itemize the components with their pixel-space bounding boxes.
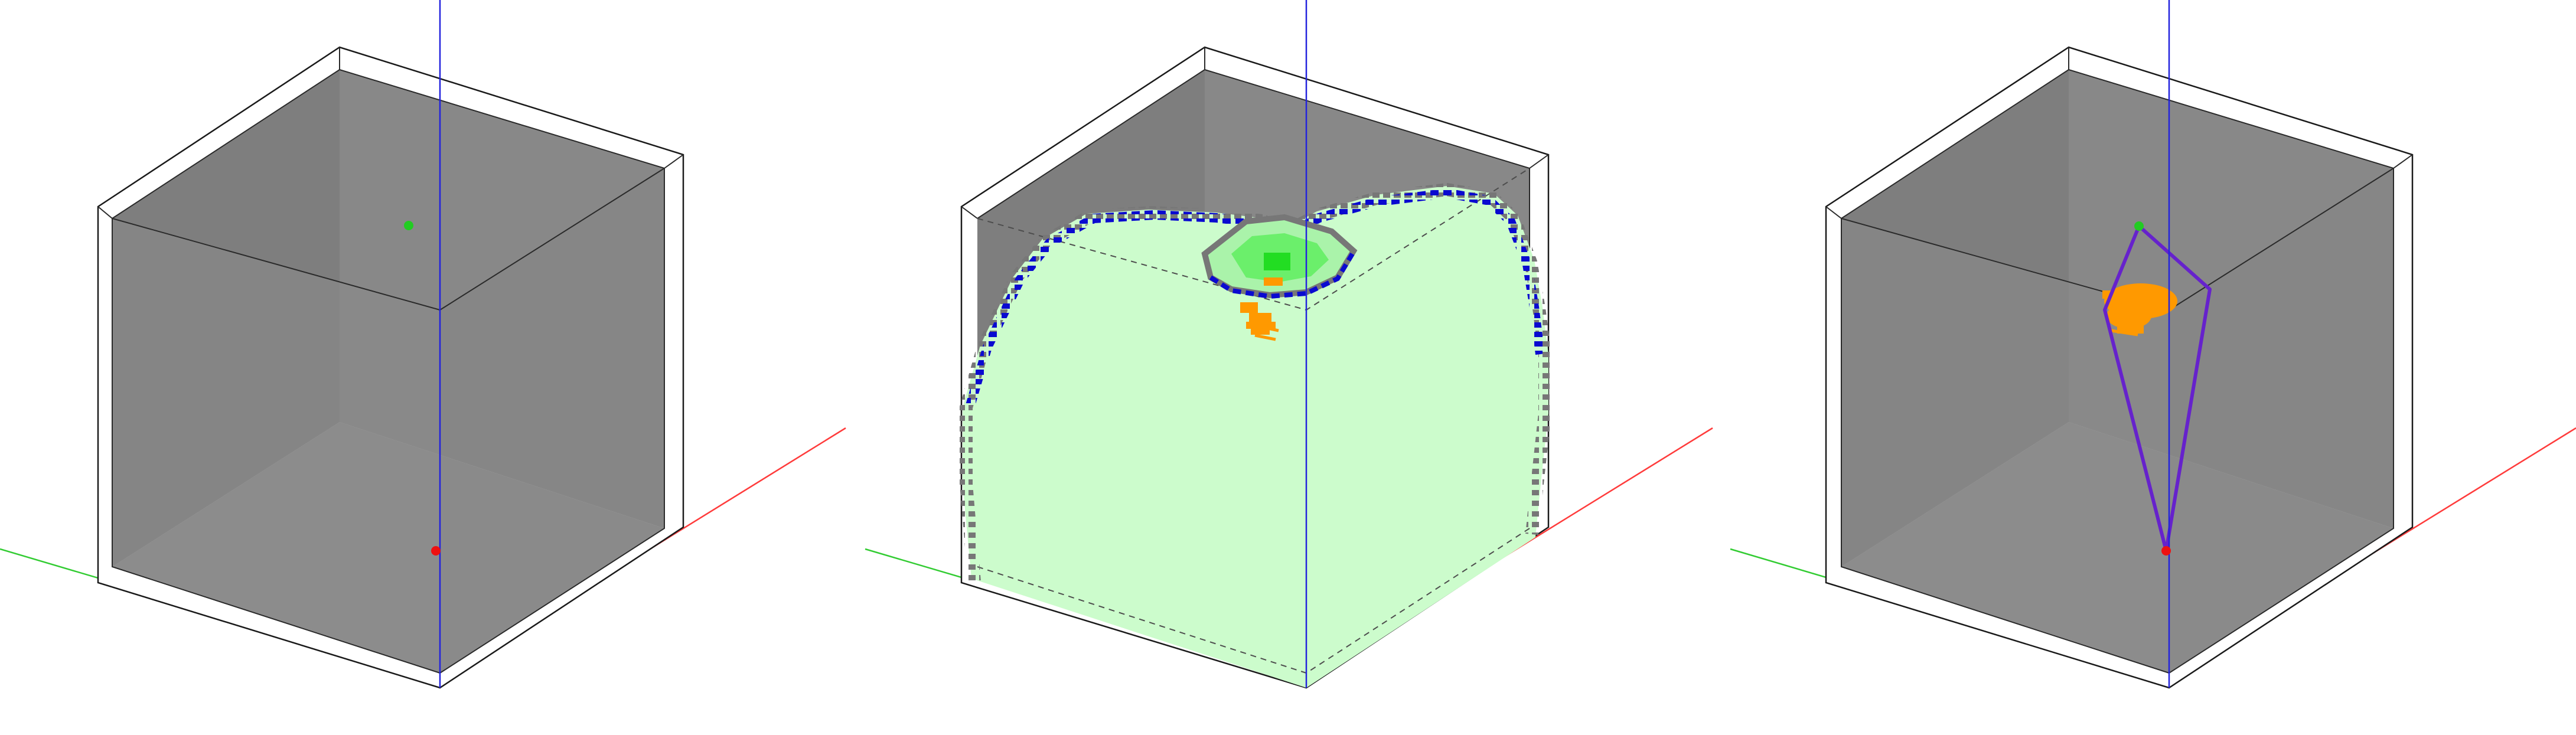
box-frame-inner-right — [664, 154, 684, 169]
start-point-marker — [404, 221, 413, 230]
box-left-face — [112, 218, 440, 673]
closed-cells-cluster — [1240, 277, 1283, 341]
box-frame-inner-left — [961, 206, 978, 219]
box-right-face — [2169, 168, 2394, 673]
box-frame-inner-right — [2393, 154, 2413, 169]
inner-frontier-blue — [1209, 252, 1355, 299]
goal-point-marker — [431, 546, 441, 556]
panel-3 — [1730, 0, 2576, 689]
box-frame-inner-right — [1529, 154, 1549, 169]
start-region-core — [1264, 253, 1290, 270]
box-frame-inner-left — [97, 206, 113, 219]
box-right-face — [440, 168, 664, 673]
panel-1 — [0, 0, 846, 689]
goal-point-marker — [2161, 546, 2171, 556]
start-point-marker — [2134, 221, 2144, 231]
box-frame-inner-left — [1825, 206, 1842, 219]
closed-cells-cluster — [2102, 283, 2177, 337]
panel-2 — [865, 0, 1713, 689]
box-left-face — [1841, 218, 2169, 673]
explored-region — [963, 186, 1548, 688]
